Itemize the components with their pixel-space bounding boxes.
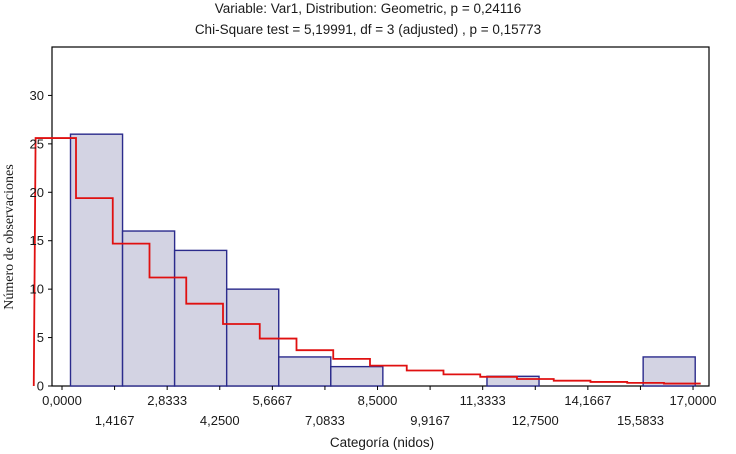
x-axis-ticks: 0,0000 2,8333 5,6667 8,5000 11,3333 14,1667 17… (42, 386, 717, 428)
y-axis-label: Número de observaciones (2, 164, 17, 309)
x-tick-label-upper: 0,0000 (42, 393, 82, 408)
x-tick-label-upper: 2,8333 (147, 393, 187, 408)
x-tick-label-lower: 9,9167 (410, 413, 450, 428)
x-tick-label-lower: 4,2500 (200, 413, 240, 428)
chart-subtitle: Chi-Square test = 5,19991, df = 3 (adjus… (195, 22, 541, 37)
histogram-bars (69, 133, 696, 387)
y-tick-label: 15 (30, 233, 44, 248)
histogram-bar (330, 365, 384, 387)
fitted-curve (32, 137, 701, 387)
x-tick-label-upper: 5,6667 (252, 393, 292, 408)
x-tick-label-upper: 11,3333 (460, 393, 506, 408)
chart-title: Variable: Var1, Distribution: Geometric,… (215, 1, 522, 16)
y-tick-label: 0 (37, 379, 44, 394)
histogram-bar (173, 249, 228, 387)
x-tick-label-lower: 7,0833 (305, 413, 345, 428)
histogram-bar (69, 133, 124, 387)
x-tick-label-lower: 12,7500 (512, 413, 559, 428)
histogram-bar (278, 356, 332, 387)
histogram-bar (486, 375, 540, 387)
fitted-geometric-line (32, 137, 701, 387)
x-tick-label-lower: 15,5833 (617, 413, 664, 428)
histogram-bar (121, 230, 176, 387)
y-tick-label: 5 (37, 330, 44, 345)
x-tick-label-upper: 17,0000 (670, 393, 717, 408)
x-tick-label-upper: 8,5000 (358, 393, 398, 408)
y-tick-label: 20 (30, 185, 44, 200)
y-axis-ticks: 0 5 10 15 20 25 30 (30, 88, 52, 394)
x-tick-label-upper: 14,1667 (564, 393, 611, 408)
y-tick-label: 30 (30, 88, 44, 103)
x-tick-label-lower: 1,4167 (95, 413, 135, 428)
histogram-bar (225, 288, 280, 387)
y-tick-label: 10 (30, 282, 44, 297)
histogram-bar (642, 356, 696, 387)
x-axis-label: Categoría (nidos) (330, 435, 434, 450)
y-tick-label: 25 (30, 136, 44, 151)
